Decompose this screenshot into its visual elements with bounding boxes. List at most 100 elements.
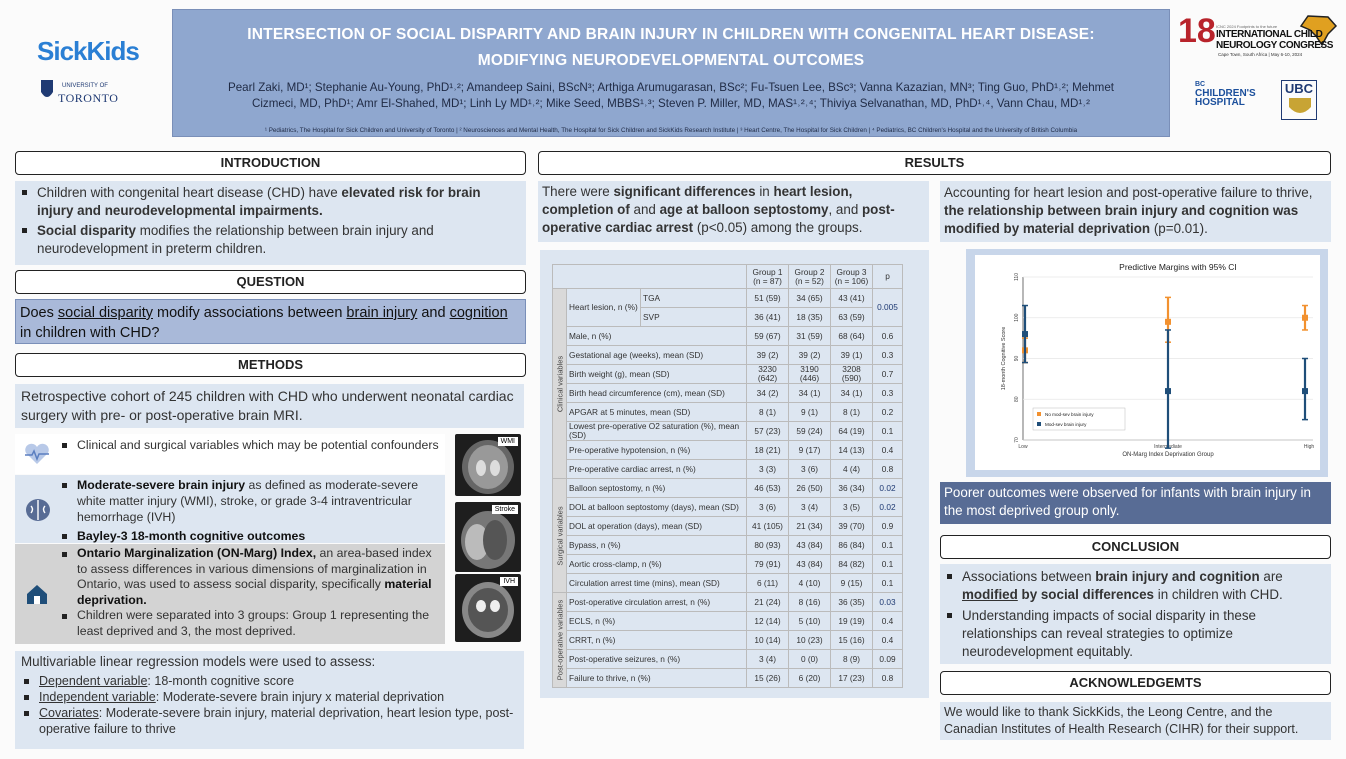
- table-cell: Birth weight (g), mean (SD): [566, 364, 747, 384]
- table-cell: 34 (2): [746, 383, 789, 403]
- table-cell: 6 (11): [746, 573, 789, 593]
- brain-icon: [26, 499, 50, 521]
- table-col-header: Group 3 (n = 106): [830, 264, 873, 289]
- table-cell: 0.4: [872, 630, 903, 650]
- intro-bullet-1: Children with congenital heart disease (…: [19, 184, 520, 220]
- table-cell: 0.3: [872, 383, 903, 403]
- table-cell: 86 (84): [830, 535, 873, 555]
- uoft-small: UNIVERSITY OF: [62, 83, 108, 89]
- table-cell: Heart lesion, n (%): [566, 288, 641, 327]
- conclusion-bullet-1: Associations between brain injury and co…: [944, 568, 1325, 604]
- chart-legend-label: No mod-sev brain injury: [1045, 412, 1094, 417]
- chart-title: Predictive Margins with 95% CI: [1119, 262, 1237, 272]
- methods-bullet-1: Clinical and surgical variables which ma…: [59, 437, 439, 453]
- table-cell: 3230 (642): [746, 364, 789, 384]
- affiliations: ¹ Pediatrics, The Hospital for Sick Chil…: [264, 127, 1078, 134]
- table-cell: 3 (5): [830, 497, 873, 517]
- methods-regression: Multivariable linear regression models w…: [15, 651, 524, 749]
- table-cell: 34 (65): [788, 288, 831, 308]
- title-line1: INTERSECTION OF SOCIAL DISPARITY AND BRA…: [247, 26, 1095, 43]
- table-group-label: Clinical variables: [552, 288, 567, 479]
- table-cell: 36 (41): [746, 307, 789, 327]
- bcch-2: CHILDREN'S: [1195, 88, 1256, 99]
- table-cell: 10 (23): [788, 630, 831, 650]
- table-group-label: Surgical variables: [552, 478, 567, 593]
- ubc-shield-icon: [1289, 98, 1311, 113]
- question-box: Does social disparity modify association…: [15, 299, 526, 344]
- table-cell: 8 (1): [746, 402, 789, 422]
- table-cell: 0.4: [872, 440, 903, 460]
- methods-bullet-4: Ontario Marginalization (ON-Marg) Index,…: [59, 546, 443, 608]
- table-row: ECLS, n (%) 12 (14) 5 (10) 19 (19) 0.4: [553, 611, 903, 631]
- table-cell: 79 (91): [746, 554, 789, 574]
- table-cell: 36 (35): [830, 592, 873, 612]
- table-cell: 43 (84): [788, 554, 831, 574]
- reg-bullet-3: Covariates: Moderate-severe brain injury…: [21, 705, 518, 737]
- table-cell: 19 (19): [830, 611, 873, 631]
- table-cell: Circulation arrest time (mins), mean (SD…: [566, 573, 747, 593]
- table-row: DOL at operation (days), mean (SD) 41 (10…: [553, 516, 903, 536]
- chart-point: [1165, 318, 1171, 325]
- table-cell: 39 (1): [830, 345, 873, 365]
- table-cell: 12 (14): [746, 611, 789, 631]
- methods-row-2: Moderate-severe brain injury as defined …: [15, 475, 445, 543]
- house-icon: [27, 585, 47, 604]
- table-cell: 43 (84): [788, 535, 831, 555]
- table-cell: 21 (24): [746, 592, 789, 612]
- table-cell: 0.8: [872, 668, 903, 688]
- chart-legend-label: Mod-sev brain injury: [1045, 422, 1087, 427]
- table-cell: SVP: [640, 307, 747, 327]
- mri-stroke-graphic: [461, 511, 515, 569]
- table-row: Post-operative variables Post-operative c…: [552, 592, 903, 688]
- table-cell: 34 (1): [830, 383, 873, 403]
- mri-stroke-image: Stroke: [455, 502, 521, 572]
- table-row: Clinical variables Heart lesion, n (%) TGA…: [552, 288, 903, 479]
- table-cell: Post-operative seizures, n (%): [566, 649, 747, 669]
- table-cell: 0.2: [872, 402, 903, 422]
- chart-legend-swatch: [1037, 412, 1041, 416]
- methods-bullet-2: Moderate-severe brain injury as defined …: [59, 477, 441, 525]
- title-line2: MODIFYING NEURODEVELOPMENTAL OUTCOMES: [477, 52, 865, 69]
- table-row: Surgical variables Balloon septostomy, n …: [552, 478, 903, 593]
- icnc-tiny: ICNC 2024 Footprints to the future: [1216, 24, 1278, 29]
- table-cell: 8 (1): [830, 402, 873, 422]
- table-row: Male, n (%) 59 (67) 31 (59) 68 (64) 0.6: [553, 326, 903, 346]
- table-cell: Male, n (%): [566, 326, 747, 346]
- mri-ivh-graphic: [462, 582, 514, 638]
- table-cell: 0.8: [872, 459, 903, 479]
- table-row: Birth head circumference (cm), mean (SD)…: [553, 383, 903, 403]
- table-cell: 3190 (446): [788, 364, 831, 384]
- results-heading: RESULTS: [538, 151, 1331, 175]
- table-col-header: p: [872, 264, 903, 289]
- chart-y-tick: 80: [1014, 396, 1020, 402]
- table-cell: 43 (41): [830, 288, 873, 308]
- chart-y-label: 18-month Cognitive Score: [1001, 327, 1007, 391]
- ack-box: We would like to thank SickKids, the Leo…: [940, 702, 1331, 740]
- table-row: Pre-operative cardiac arrest, n (%) 3 (3)…: [553, 459, 903, 479]
- methods-row-1: Clinical and surgical variables which ma…: [15, 434, 445, 474]
- chart-x-tick: Low: [1018, 444, 1028, 450]
- chart-y-tick: 70: [1014, 437, 1020, 443]
- table-cell: Aortic cross-clamp, n (%): [566, 554, 747, 574]
- results-left-box: There were significant differences in he…: [538, 181, 929, 242]
- table-cell: Balloon septostomy, n (%): [566, 478, 747, 498]
- table-cell: 0.9: [872, 516, 903, 536]
- table-cell: 0.7: [872, 364, 903, 384]
- table-cell: Failure to thrive, n (%): [566, 668, 747, 688]
- reg-bullet-1: Dependent variable: 18-month cognitive s…: [21, 673, 518, 689]
- table-cell: 9 (17): [788, 440, 831, 460]
- table-cell: Gestational age (weeks), mean (SD): [566, 345, 747, 365]
- table-cell: 51 (59): [746, 288, 789, 308]
- table-row: Aortic cross-clamp, n (%) 79 (91) 43 (84) 8…: [553, 554, 903, 574]
- table-row: APGAR at 5 minutes, mean (SD) 8 (1) 9 (1) 8…: [553, 402, 903, 422]
- icnc-line1: INTERNATIONAL CHILD: [1216, 29, 1323, 40]
- header-banner: INTERSECTION OF SOCIAL DISPARITY AND BRA…: [172, 9, 1170, 137]
- ubc-logo: UBC: [1281, 80, 1317, 120]
- chart-y-tick: 90: [1014, 356, 1020, 362]
- bcch-logo: BC CHILDREN'S HOSPITAL: [1195, 80, 1273, 120]
- icnc-number: 18: [1178, 12, 1216, 50]
- conclusion-heading: CONCLUSION: [940, 535, 1331, 559]
- table-cell: 3 (3): [746, 459, 789, 479]
- table-cell: 68 (64): [830, 326, 873, 346]
- conclusion-box: Associations between brain injury and co…: [940, 564, 1331, 664]
